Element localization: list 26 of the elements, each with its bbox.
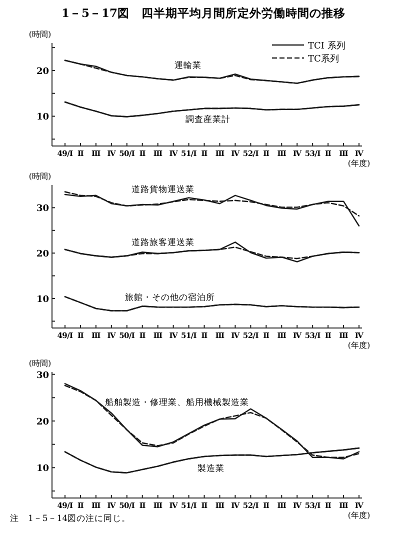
y-tick-label: 20 — [36, 418, 49, 428]
y-tick-label: 10 — [36, 294, 49, 305]
y-axis-title: (時間) — [28, 172, 52, 181]
y-tick-label: 20 — [36, 250, 49, 260]
chart-title: 1－5－17図 四半期平均月間所定外労働時間の推移 — [61, 6, 346, 20]
line-series — [64, 194, 360, 227]
legend-label: TC系列 — [308, 54, 339, 64]
y-axis-title: (時間) — [28, 359, 52, 368]
x-axis-title: (年度) — [348, 511, 370, 520]
annotation: 調査産業計 — [186, 114, 230, 125]
x-axis-title: (年度) — [348, 341, 370, 350]
annotation: 製造業 — [198, 463, 224, 474]
y-tick-label: 10 — [36, 464, 49, 474]
legend-label: TCI 系列 — [308, 40, 346, 52]
y-tick-label: 10 — [36, 112, 49, 123]
x-axis-title: (年度) — [348, 159, 370, 168]
annotation: 道路旅客運送業 — [132, 237, 194, 248]
annotation: 船舶製造・修理業、船用機械製造業 — [105, 397, 249, 408]
annotation: 運輸業 — [174, 60, 202, 71]
y-tick-label: 30 — [36, 370, 49, 381]
y-tick-label: 20 — [36, 66, 49, 77]
text: 注 1－5－14図の注に同じ。 — [10, 513, 131, 524]
y-tick-label: 30 — [36, 204, 49, 214]
annotation: 旅館・その他の宿泊所 — [125, 292, 215, 303]
annotation: 道路貨物運送業 — [132, 184, 194, 195]
y-axis-title: (時間) — [28, 30, 52, 39]
